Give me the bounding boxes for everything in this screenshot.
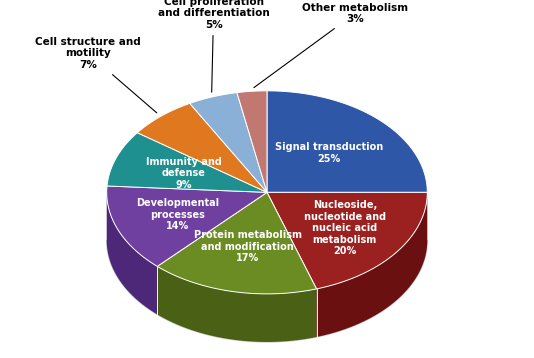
- Text: Immunity and
defense
9%: Immunity and defense 9%: [146, 157, 222, 190]
- Polygon shape: [107, 241, 427, 342]
- Polygon shape: [190, 93, 267, 192]
- Polygon shape: [317, 192, 427, 337]
- Polygon shape: [267, 192, 427, 289]
- Text: Nucleoside,
nucleotide and
nucleic acid
metabolism
20%: Nucleoside, nucleotide and nucleic acid …: [304, 200, 386, 256]
- Polygon shape: [267, 91, 427, 192]
- Text: Other metabolism
3%: Other metabolism 3%: [254, 3, 408, 88]
- Text: Developmental
processes
14%: Developmental processes 14%: [136, 198, 219, 231]
- Polygon shape: [107, 133, 267, 192]
- Polygon shape: [158, 266, 317, 342]
- Text: Cell structure and
motility
7%: Cell structure and motility 7%: [35, 37, 157, 113]
- Polygon shape: [107, 186, 267, 266]
- Polygon shape: [107, 194, 158, 314]
- Polygon shape: [237, 91, 267, 192]
- Text: Signal transduction
25%: Signal transduction 25%: [275, 142, 383, 164]
- Text: Cell proliferation
and differentiation
5%: Cell proliferation and differentiation 5…: [158, 0, 270, 92]
- Text: Protein metabolism
and modification
17%: Protein metabolism and modification 17%: [194, 230, 302, 263]
- Polygon shape: [137, 103, 267, 192]
- Polygon shape: [158, 192, 317, 294]
